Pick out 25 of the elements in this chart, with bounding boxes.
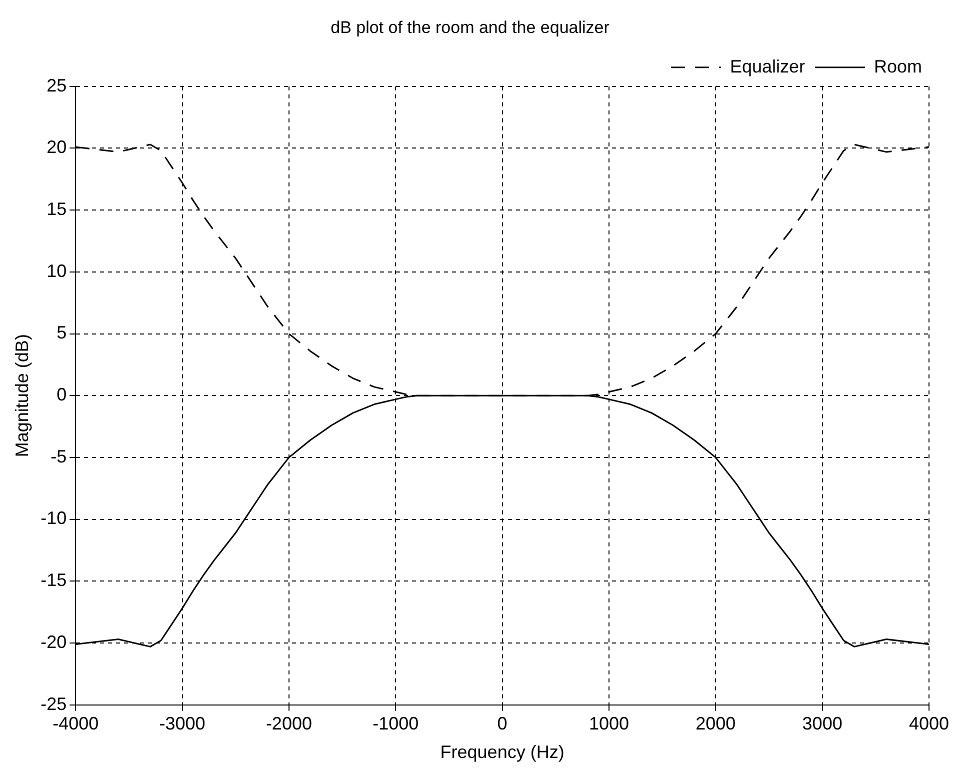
x-tick-label: -1000: [372, 714, 419, 734]
x-tick-label: 3000: [802, 714, 842, 734]
y-tick-label: 10: [46, 260, 67, 281]
legend-label: Room: [874, 56, 922, 76]
chart-title: dB plot of the room and the equalizer: [330, 18, 610, 37]
y-axis-title: Magnitude (dB): [12, 334, 32, 458]
x-tick-label: -2000: [266, 714, 312, 734]
y-tick-label: -15: [40, 570, 67, 590]
y-tick-label: -10: [40, 508, 67, 528]
y-tick-label: -25: [40, 694, 67, 714]
x-tick-label: 2000: [696, 714, 736, 734]
y-tick-label: 5: [56, 322, 67, 343]
y-tick-label: 0: [56, 384, 67, 405]
x-tick-label: -3000: [159, 714, 206, 734]
y-tick-label: -5: [50, 446, 67, 466]
y-tick-label: -20: [40, 632, 67, 652]
x-tick-label: 1000: [588, 714, 629, 734]
y-tick-label: 20: [46, 137, 67, 158]
x-tick-label: 4000: [908, 714, 949, 734]
x-axis-title: Frequency (Hz): [440, 742, 564, 762]
legend-label: Equalizer: [730, 56, 805, 76]
x-tick-label: -4000: [52, 714, 99, 734]
x-tick-label: 0: [497, 714, 508, 734]
y-tick-label: 15: [46, 199, 67, 220]
y-tick-label: 25: [46, 75, 67, 96]
